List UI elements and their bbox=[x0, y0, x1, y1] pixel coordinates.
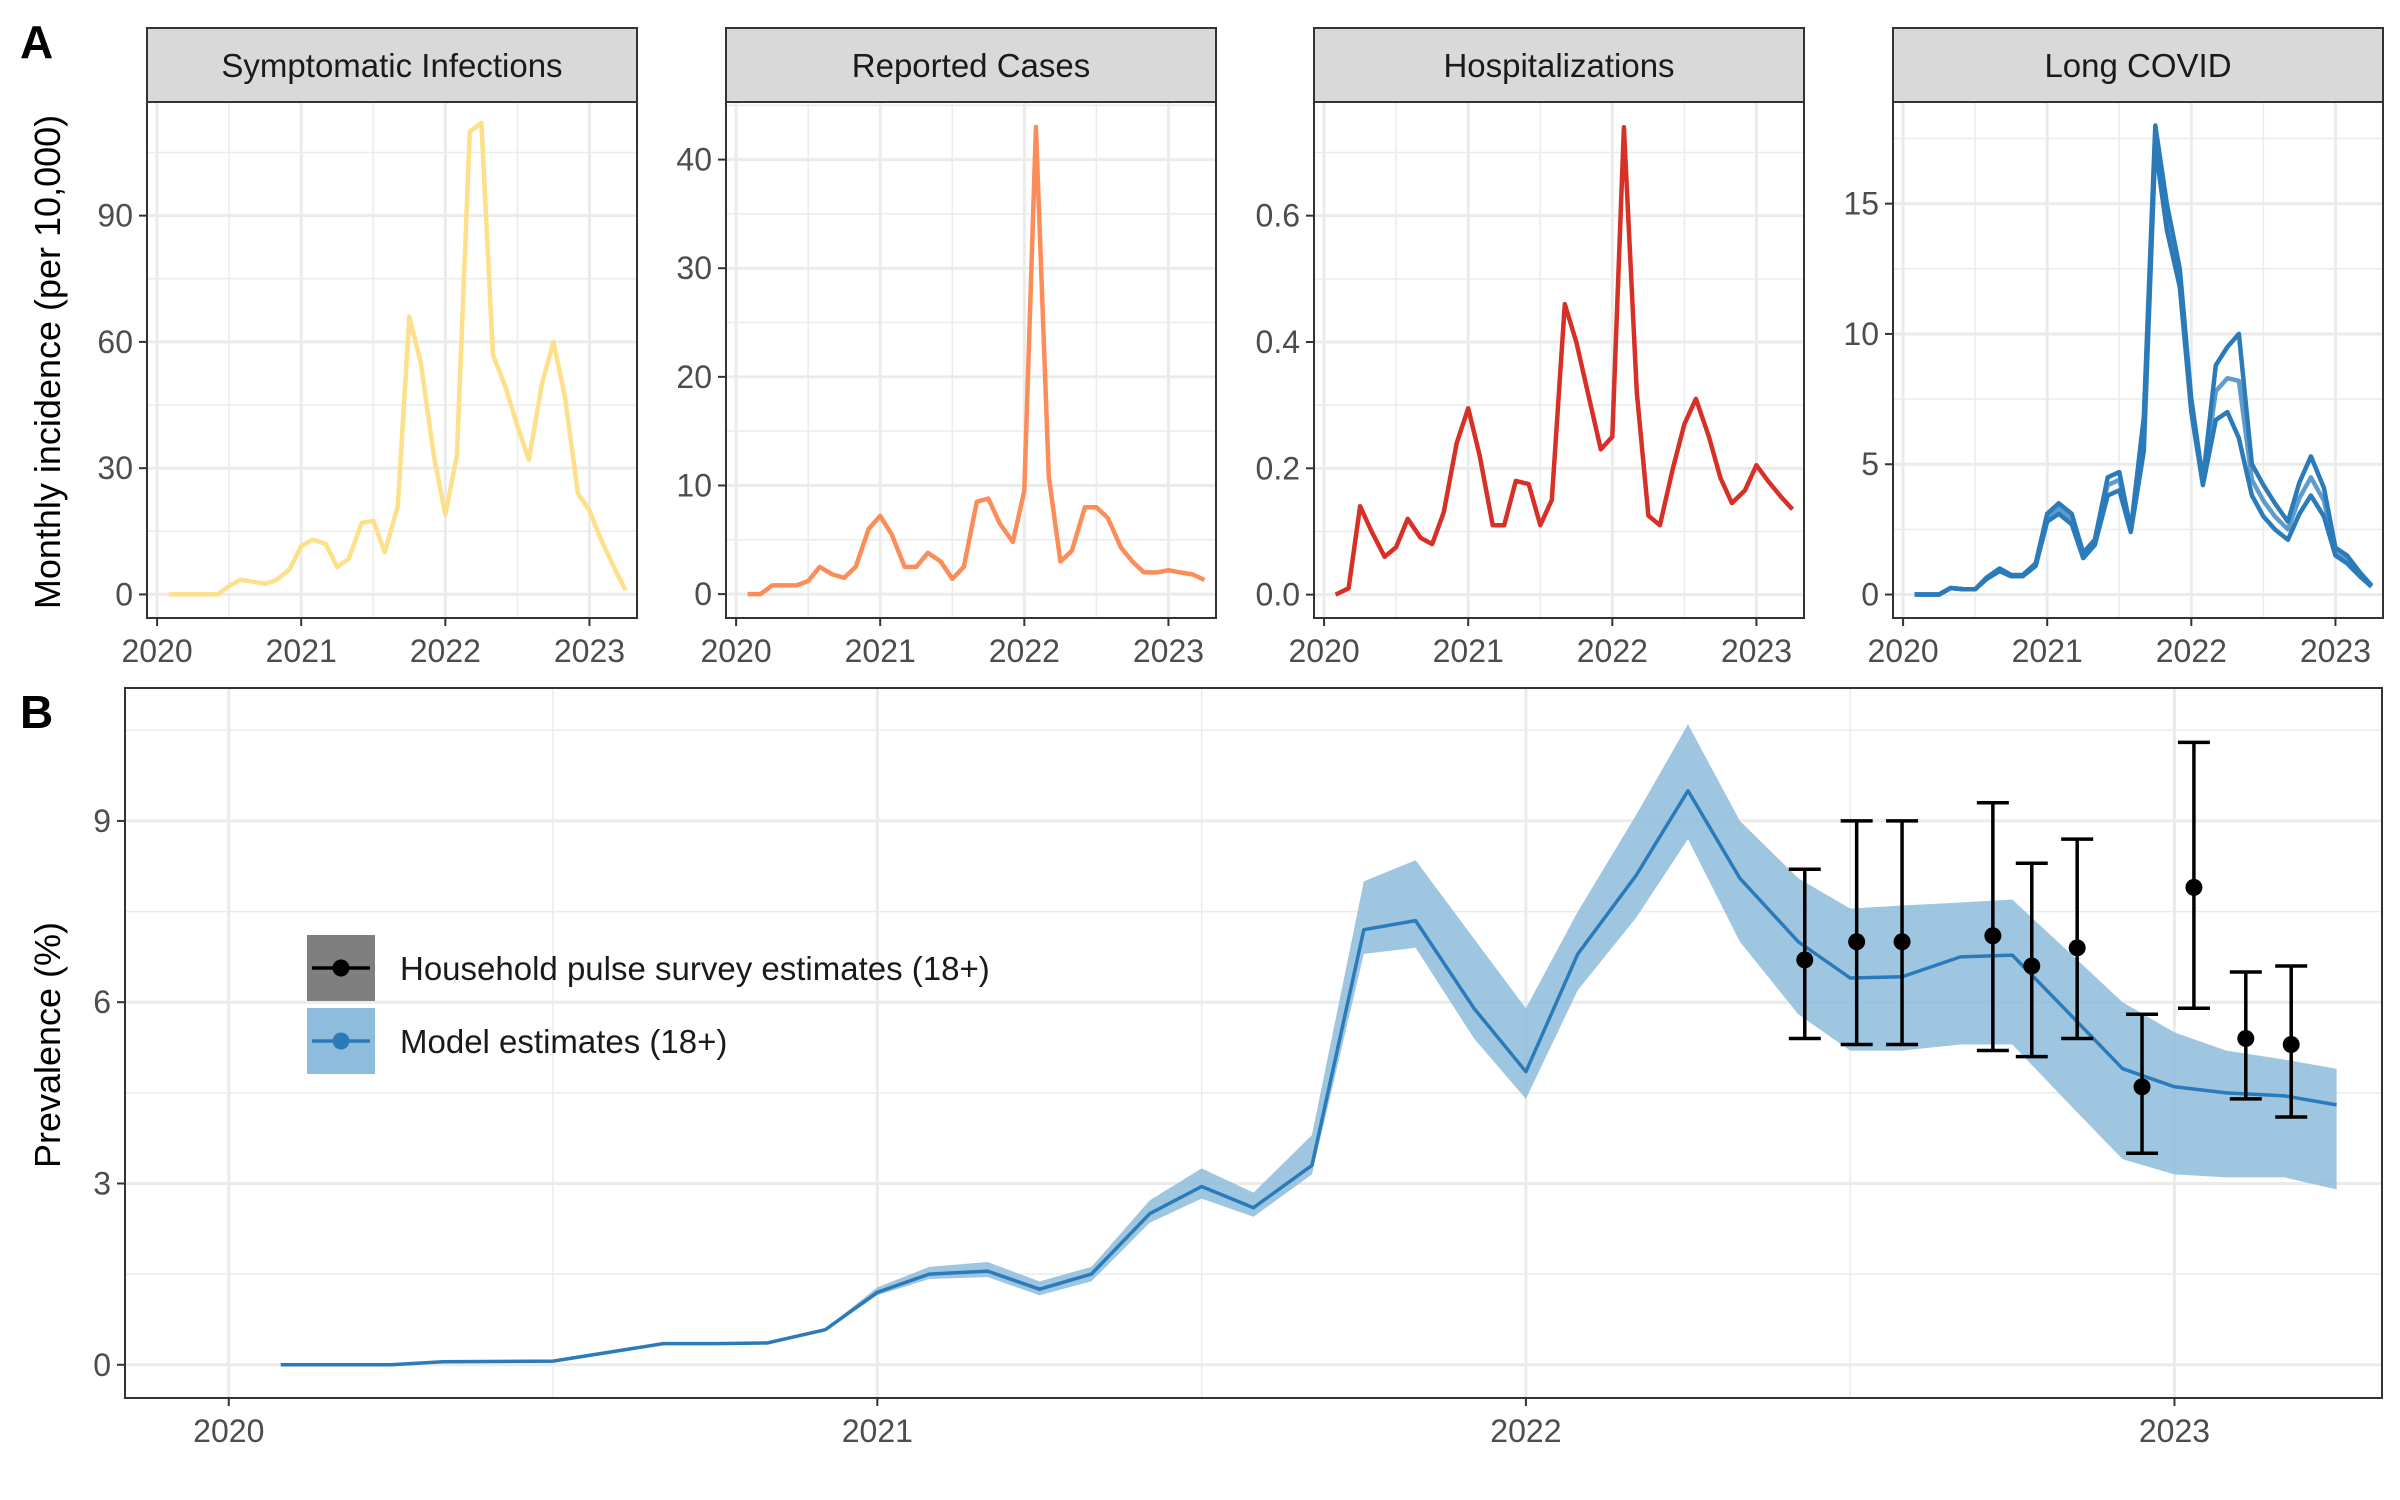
legend-key-survey-point bbox=[332, 959, 350, 977]
series-line bbox=[1914, 144, 2374, 597]
facet-frame bbox=[1313, 101, 1805, 619]
series-line bbox=[1334, 125, 1795, 597]
y-tick-label: 10 bbox=[1843, 316, 1879, 352]
series-line bbox=[747, 124, 1206, 597]
survey-estimate bbox=[2229, 970, 2262, 1101]
facet-frame bbox=[1892, 101, 2384, 619]
survey-point bbox=[2185, 878, 2203, 896]
x-tick-label: 2023 bbox=[1133, 633, 1204, 669]
facet-frame bbox=[725, 101, 1217, 619]
survey-point bbox=[1848, 933, 1866, 951]
survey-point bbox=[1893, 933, 1911, 951]
y-tick-label: 6 bbox=[93, 984, 111, 1020]
x-tick-label: 2021 bbox=[842, 1413, 913, 1449]
y-tick-label: 0 bbox=[1861, 577, 1879, 613]
survey-point bbox=[1796, 951, 1814, 969]
panel-a-label: A bbox=[20, 16, 53, 68]
y-tick-label: 5 bbox=[1861, 446, 1879, 482]
survey-point bbox=[2282, 1036, 2300, 1054]
y-tick-label: 60 bbox=[97, 324, 133, 360]
y-axis-label-incidence: Monthly incidence (per 10,000) bbox=[27, 115, 68, 609]
x-tick-label: 2022 bbox=[410, 633, 481, 669]
y-tick-label: 3 bbox=[93, 1165, 111, 1201]
x-tick-label: 2022 bbox=[1577, 633, 1648, 669]
survey-point bbox=[1984, 927, 2002, 945]
panel-b-label: B bbox=[20, 686, 53, 738]
survey-estimate bbox=[2015, 861, 2048, 1059]
legend-key-model-point bbox=[332, 1032, 350, 1050]
survey-estimate bbox=[1976, 801, 2009, 1053]
x-tick-label: 2020 bbox=[193, 1413, 264, 1449]
series-line bbox=[168, 120, 628, 597]
y-tick-label: 20 bbox=[676, 359, 712, 395]
y-tick-label: 9 bbox=[93, 803, 111, 839]
x-tick-label: 2021 bbox=[1433, 633, 1504, 669]
survey-estimate bbox=[1788, 867, 1821, 1041]
y-tick-label: 30 bbox=[97, 450, 133, 486]
y-tick-label: 0 bbox=[694, 576, 712, 612]
y-tick-label: 15 bbox=[1843, 186, 1879, 222]
survey-point bbox=[2068, 939, 2086, 957]
survey-estimate bbox=[2177, 740, 2210, 1011]
panel-b-prevalence-chart: 2020 2021 2022 2023 0 3 6 9 bbox=[93, 687, 2383, 1449]
survey-point bbox=[2237, 1029, 2255, 1047]
y-tick-label: 0 bbox=[115, 576, 133, 612]
x-tick-label: 2023 bbox=[1721, 633, 1792, 669]
x-tick-label: 2022 bbox=[989, 633, 1060, 669]
survey-estimate bbox=[1886, 819, 1919, 1047]
legend-item-model: Model estimates (18+) bbox=[307, 1008, 727, 1074]
legend-item-survey: Household pulse survey estimates (18+) bbox=[307, 935, 990, 1001]
panel-a-facets: Symptomatic Infections 2020 2021 2022 2023 0 3… bbox=[97, 27, 2384, 669]
survey-estimate bbox=[2275, 964, 2308, 1119]
x-tick-label: 2022 bbox=[1490, 1413, 1561, 1449]
facet-hospitalizations: Hospitalizations 2020 2021 2022 2023 0.0 0.2 0.… bbox=[1256, 27, 1805, 669]
y-axis-label-prevalence: Prevalence (%) bbox=[27, 922, 68, 1168]
facet-title: Hospitalizations bbox=[1443, 47, 1674, 84]
survey-estimate bbox=[2126, 1012, 2159, 1156]
facet-reported-cases: Reported Cases 2020 2021 2022 2023 0 10 20 30 40 bbox=[676, 27, 1217, 669]
facet-frame bbox=[146, 101, 638, 619]
x-tick-label: 2023 bbox=[554, 633, 625, 669]
x-tick-label: 2021 bbox=[845, 633, 916, 669]
model-uncertainty-band bbox=[280, 724, 2337, 1365]
y-tick-label: 10 bbox=[676, 467, 712, 503]
x-tick-label: 2020 bbox=[121, 633, 192, 669]
facet-strip bbox=[725, 27, 1217, 103]
x-tick-label: 2022 bbox=[2156, 633, 2227, 669]
survey-estimate bbox=[2061, 837, 2094, 1041]
y-tick-label: 0.0 bbox=[1256, 577, 1300, 613]
y-tick-label: 30 bbox=[676, 250, 712, 286]
y-tick-label: 0.6 bbox=[1256, 198, 1300, 234]
survey-point bbox=[2023, 957, 2041, 975]
x-tick-label: 2020 bbox=[1288, 633, 1359, 669]
y-tick-label: 0 bbox=[93, 1347, 111, 1383]
x-tick-label: 2023 bbox=[2139, 1413, 2210, 1449]
y-tick-label: 0.2 bbox=[1256, 450, 1300, 486]
model-estimate-line bbox=[280, 788, 2337, 1367]
legend: Household pulse survey estimates (18+) Mo… bbox=[307, 935, 990, 1074]
legend-label-survey: Household pulse survey estimates (18+) bbox=[400, 950, 990, 987]
x-tick-label: 2021 bbox=[266, 633, 337, 669]
facet-title: Symptomatic Infections bbox=[221, 47, 562, 84]
facet-strip bbox=[1313, 27, 1805, 103]
legend-label-model: Model estimates (18+) bbox=[400, 1023, 727, 1060]
survey-estimate bbox=[1840, 819, 1873, 1047]
panel-b-frame bbox=[124, 687, 2383, 1399]
y-tick-label: 0.4 bbox=[1256, 324, 1300, 360]
facet-title: Reported Cases bbox=[852, 47, 1090, 84]
facet-strip bbox=[146, 27, 638, 103]
survey-point bbox=[2133, 1078, 2151, 1096]
y-tick-label: 90 bbox=[97, 198, 133, 234]
x-tick-label: 2023 bbox=[2300, 633, 2371, 669]
x-tick-label: 2020 bbox=[700, 633, 771, 669]
y-tick-label: 40 bbox=[676, 142, 712, 178]
facet-title: Long COVID bbox=[2044, 47, 2231, 84]
x-tick-label: 2021 bbox=[2012, 633, 2083, 669]
facet-long-covid: Long COVID 2020 2021 2022 2023 0 5 10 15 bbox=[1843, 27, 2384, 669]
x-tick-label: 2020 bbox=[1867, 633, 1938, 669]
facet-symptomatic-infections: Symptomatic Infections 2020 2021 2022 2023 0 3… bbox=[97, 27, 638, 669]
